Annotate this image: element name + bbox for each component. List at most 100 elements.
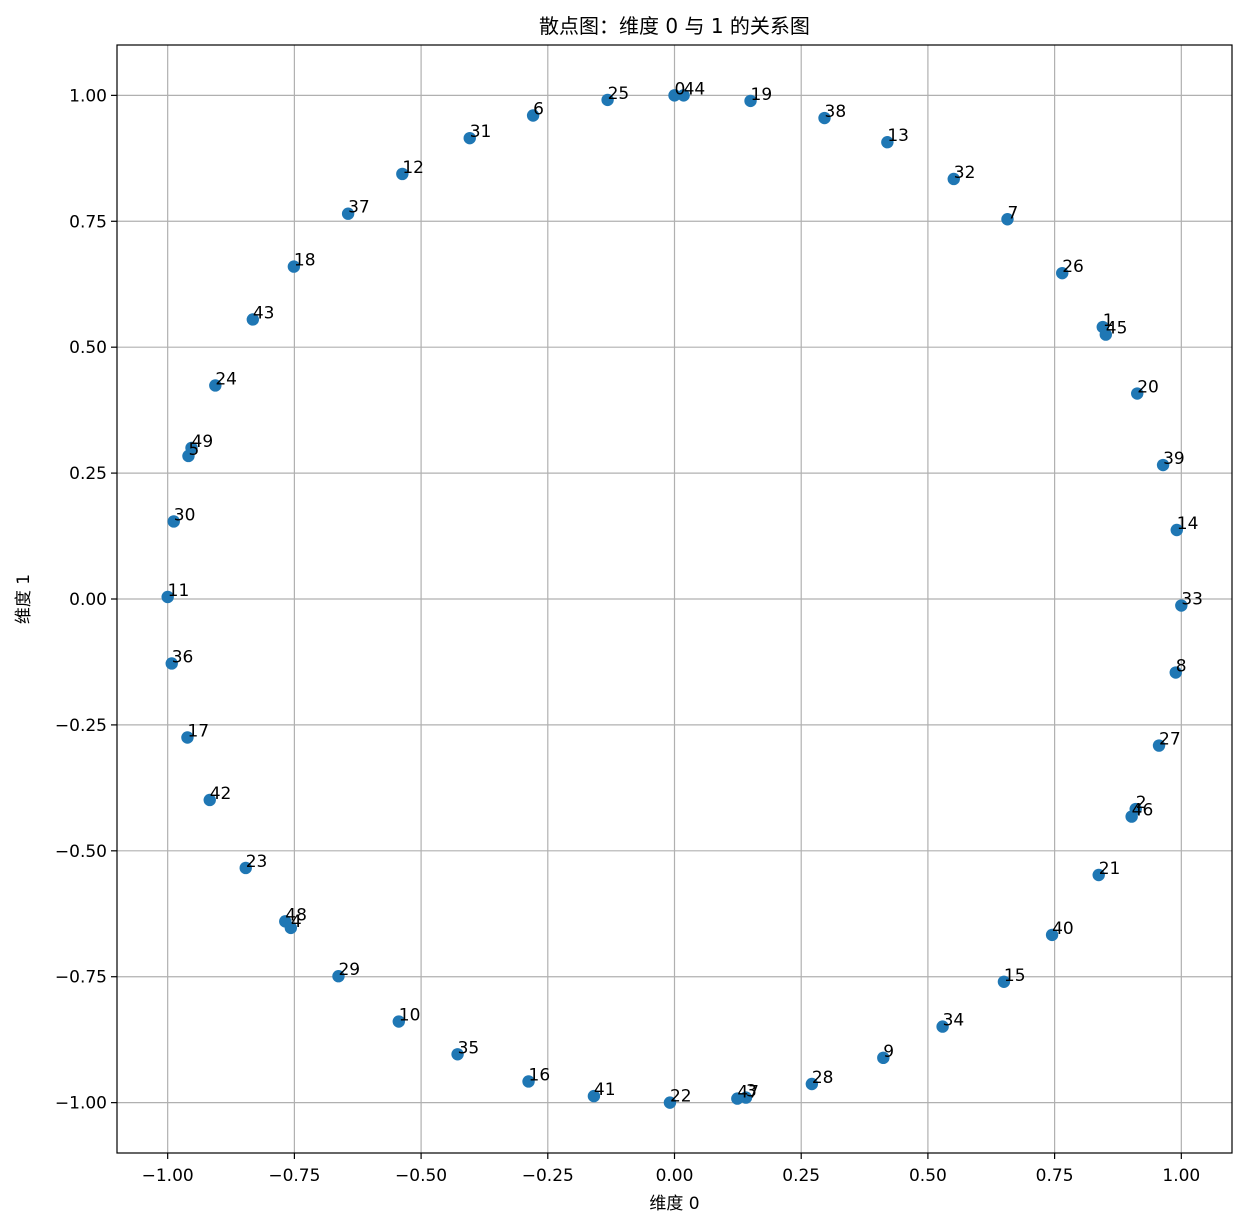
data-point-label: 43 bbox=[253, 303, 275, 323]
data-point-label: 0 bbox=[675, 79, 686, 99]
data-point-label: 5 bbox=[188, 440, 199, 460]
data-point-label: 8 bbox=[1176, 657, 1187, 677]
y-tick-label: 0.75 bbox=[69, 212, 107, 232]
data-point bbox=[1152, 739, 1166, 752]
data-point-label: 37 bbox=[348, 198, 370, 218]
data-point-label: 4 bbox=[291, 912, 302, 932]
data-point bbox=[161, 590, 174, 604]
y-tick-label: 1.00 bbox=[69, 86, 107, 106]
data-point-label: 14 bbox=[1177, 514, 1199, 534]
data-point bbox=[1045, 928, 1059, 942]
x-axis: −1.00 −0.75 −0.50 −0.25 0.00 0.25 0.50 0.75 1.00 bbox=[142, 1153, 1200, 1186]
y-tick-label: −0.50 bbox=[55, 842, 107, 862]
data-point bbox=[451, 1048, 464, 1061]
data-point bbox=[1170, 523, 1183, 537]
data-point-label: 21 bbox=[1099, 859, 1121, 879]
data-point-label: 30 bbox=[174, 505, 196, 525]
data-point-label: 49 bbox=[192, 432, 214, 452]
data-point bbox=[167, 515, 180, 528]
data-point bbox=[392, 1015, 405, 1028]
y-tick-label: −0.75 bbox=[55, 968, 107, 988]
x-tick-label: 0.75 bbox=[1036, 1166, 1074, 1186]
data-point bbox=[463, 131, 476, 145]
data-point-label: 40 bbox=[1052, 919, 1074, 939]
y-tick-label: −0.25 bbox=[55, 716, 107, 736]
x-tick-label: 0.25 bbox=[782, 1166, 820, 1186]
x-tick-label: −0.75 bbox=[268, 1166, 320, 1186]
data-point-label: 42 bbox=[210, 784, 232, 804]
data-point bbox=[677, 89, 690, 102]
data-point-label: 39 bbox=[1163, 449, 1185, 469]
data-point-label: 36 bbox=[172, 647, 194, 667]
y-tick-label: 0.00 bbox=[69, 590, 107, 610]
data-point-label: 47 bbox=[737, 1083, 759, 1103]
data-point-label: 9 bbox=[883, 1042, 894, 1062]
y-tick-label: 0.25 bbox=[69, 464, 107, 484]
data-point-label: 35 bbox=[458, 1038, 480, 1058]
data-point bbox=[279, 915, 292, 928]
data-point-label: 18 bbox=[294, 251, 316, 271]
x-tick-label: −0.25 bbox=[522, 1166, 574, 1186]
data-point-label: 48 bbox=[285, 905, 307, 925]
data-point bbox=[526, 109, 540, 122]
data-point bbox=[341, 207, 355, 220]
data-point bbox=[1092, 868, 1105, 882]
data-point bbox=[239, 861, 252, 875]
data-point bbox=[396, 167, 409, 181]
point-labels: 0123456789101112131415161718192021222324… bbox=[168, 79, 1203, 1106]
data-point bbox=[947, 172, 960, 186]
data-point-label: 10 bbox=[399, 1006, 421, 1026]
data-point-label: 44 bbox=[684, 79, 706, 99]
x-tick-label: −0.50 bbox=[395, 1166, 447, 1186]
data-point bbox=[1125, 810, 1138, 823]
data-point bbox=[881, 136, 894, 149]
data-point-label: 31 bbox=[470, 122, 492, 142]
data-point bbox=[663, 1096, 677, 1109]
data-point-label: 1 bbox=[1103, 311, 1114, 331]
y-tick-label: 0.50 bbox=[69, 338, 107, 358]
data-point bbox=[1175, 599, 1188, 612]
data-point-label: 3 bbox=[746, 1082, 757, 1102]
data-point bbox=[668, 89, 681, 102]
data-point-label: 20 bbox=[1137, 378, 1159, 398]
data-point bbox=[1131, 387, 1144, 400]
data-point-label: 32 bbox=[954, 163, 976, 183]
data-point bbox=[1056, 266, 1069, 280]
data-point bbox=[877, 1051, 890, 1065]
data-point bbox=[1099, 328, 1113, 341]
data-point-label: 12 bbox=[402, 158, 424, 178]
data-point bbox=[287, 260, 301, 273]
data-point-label: 13 bbox=[887, 126, 909, 146]
data-point bbox=[1169, 666, 1182, 679]
data-point-label: 34 bbox=[943, 1011, 965, 1031]
chart-title: 散点图：维度 0 与 1 的关系图 bbox=[539, 14, 810, 38]
data-point bbox=[1001, 213, 1014, 226]
data-point bbox=[601, 93, 614, 107]
data-point-label: 17 bbox=[187, 722, 209, 742]
data-point bbox=[805, 1077, 819, 1091]
x-axis-title: 维度 0 bbox=[649, 1194, 699, 1214]
data-point-label: 6 bbox=[533, 100, 544, 120]
data-point-label: 22 bbox=[670, 1087, 692, 1107]
data-point-label: 29 bbox=[338, 960, 360, 980]
data-point-label: 33 bbox=[1181, 590, 1203, 610]
data-point bbox=[522, 1075, 535, 1088]
data-point bbox=[587, 1089, 601, 1103]
data-point-label: 26 bbox=[1062, 257, 1084, 277]
grid bbox=[117, 45, 1232, 1153]
data-point bbox=[997, 975, 1011, 988]
data-point bbox=[818, 111, 831, 125]
data-point-label: 24 bbox=[215, 369, 237, 389]
data-point bbox=[246, 313, 260, 326]
data-point-label: 45 bbox=[1106, 319, 1128, 339]
x-tick-label: 1.00 bbox=[1162, 1166, 1200, 1186]
data-points bbox=[161, 89, 1188, 1109]
y-axis-title: 维度 1 bbox=[14, 574, 34, 624]
data-point-label: 2 bbox=[1136, 793, 1147, 813]
data-point-label: 46 bbox=[1132, 801, 1154, 821]
data-point bbox=[332, 970, 345, 983]
data-point bbox=[203, 793, 216, 807]
data-point-label: 19 bbox=[751, 85, 773, 105]
y-tick-label: −1.00 bbox=[55, 1094, 107, 1114]
data-point bbox=[165, 657, 178, 670]
